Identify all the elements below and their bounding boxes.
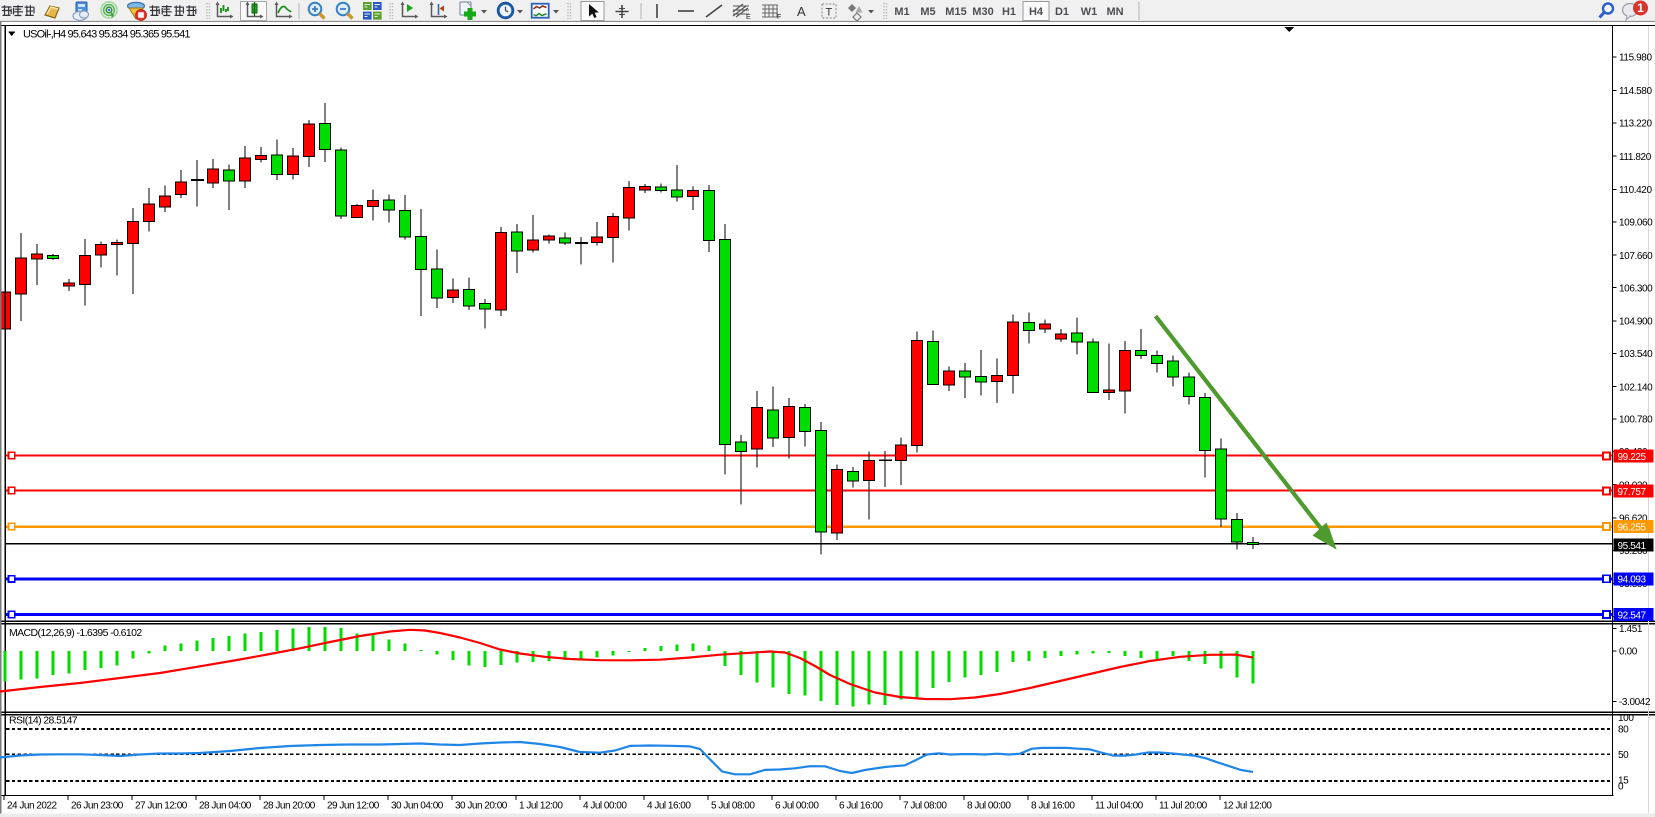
- svg-text:96.255: 96.255: [1618, 522, 1647, 533]
- svg-text:T: T: [826, 7, 833, 19]
- svg-text:111.820: 111.820: [1619, 152, 1652, 163]
- svg-text:115.980: 115.980: [1619, 53, 1652, 64]
- svg-text:7 Jul 08:00: 7 Jul 08:00: [903, 801, 947, 812]
- svg-text:-3.0042: -3.0042: [1619, 697, 1651, 708]
- svg-text:M15: M15: [945, 6, 966, 18]
- svg-text:RSI(14) 28.5147: RSI(14) 28.5147: [9, 715, 78, 727]
- svg-text:110.420: 110.420: [1619, 185, 1652, 196]
- svg-text:28 Jun 04:00: 28 Jun 04:00: [199, 801, 252, 812]
- svg-text:29 Jun 12:00: 29 Jun 12:00: [327, 801, 380, 812]
- svg-text:27 Jun 12:00: 27 Jun 12:00: [135, 801, 188, 812]
- svg-text:95.541: 95.541: [1618, 541, 1647, 552]
- svg-text:11 Jul 20:00: 11 Jul 20:00: [1159, 801, 1208, 812]
- svg-text:MACD(12,26,9) -1.6395 -0.6102: MACD(12,26,9) -1.6395 -0.6102: [9, 627, 142, 639]
- svg-text:50: 50: [1618, 750, 1629, 761]
- svg-text:92.547: 92.547: [1618, 610, 1647, 621]
- svg-text:30 Jun 04:00: 30 Jun 04:00: [391, 801, 444, 812]
- svg-text:0: 0: [1618, 782, 1624, 793]
- svg-text:4 Jul 16:00: 4 Jul 16:00: [647, 801, 691, 812]
- svg-text:80: 80: [1618, 725, 1629, 736]
- svg-text:99.225: 99.225: [1618, 452, 1647, 463]
- svg-text:107.660: 107.660: [1619, 251, 1653, 262]
- svg-text:102.140: 102.140: [1619, 382, 1653, 393]
- svg-text:D1: D1: [1055, 6, 1069, 18]
- svg-text:109.060: 109.060: [1619, 218, 1653, 229]
- svg-text:103.540: 103.540: [1619, 349, 1653, 360]
- svg-text:M1: M1: [894, 6, 909, 18]
- svg-text:104.900: 104.900: [1619, 317, 1653, 328]
- svg-text:H1: H1: [1002, 6, 1016, 18]
- svg-text:W1: W1: [1081, 6, 1098, 18]
- svg-text:1: 1: [1637, 1, 1644, 15]
- svg-text:106.300: 106.300: [1619, 283, 1653, 294]
- svg-text:28 Jun 20:00: 28 Jun 20:00: [263, 801, 316, 812]
- svg-text:5 Jul 08:00: 5 Jul 08:00: [711, 801, 755, 812]
- svg-text:8 Jul 00:00: 8 Jul 00:00: [967, 801, 1011, 812]
- svg-text:E: E: [746, 14, 751, 21]
- svg-text:M5: M5: [920, 6, 935, 18]
- svg-text:26 Jun 23:00: 26 Jun 23:00: [71, 801, 124, 812]
- svg-text:11 Jul 04:00: 11 Jul 04:00: [1095, 801, 1144, 812]
- svg-text:114.580: 114.580: [1619, 86, 1652, 97]
- svg-text:M30: M30: [972, 6, 993, 18]
- svg-text:F: F: [777, 14, 781, 21]
- svg-text:6 Jul 00:00: 6 Jul 00:00: [775, 801, 819, 812]
- svg-text:15: 15: [1618, 776, 1629, 787]
- svg-text:96.620: 96.620: [1619, 514, 1648, 525]
- svg-text:1.451: 1.451: [1619, 624, 1643, 635]
- svg-text:24 Jun 2022: 24 Jun 2022: [7, 801, 57, 812]
- svg-text:95.260: 95.260: [1619, 546, 1648, 557]
- svg-text:A: A: [797, 4, 806, 19]
- svg-text:H4: H4: [1029, 6, 1044, 18]
- svg-text:0.00: 0.00: [1619, 647, 1638, 658]
- svg-text:USOil-,H4 95.643 95.834 95.36: USOil-,H4 95.643 95.834 95.365 95.541: [23, 29, 190, 41]
- svg-text:MN: MN: [1106, 6, 1123, 18]
- svg-text:100.780: 100.780: [1619, 415, 1653, 426]
- svg-text:97.757: 97.757: [1618, 487, 1647, 498]
- svg-text:30 Jun 20:00: 30 Jun 20:00: [455, 801, 508, 812]
- svg-text:12 Jul 12:00: 12 Jul 12:00: [1223, 801, 1272, 812]
- svg-text:6 Jul 16:00: 6 Jul 16:00: [839, 801, 883, 812]
- svg-text:100: 100: [1618, 713, 1634, 724]
- svg-text:8 Jul 16:00: 8 Jul 16:00: [1031, 801, 1075, 812]
- svg-text:113.220: 113.220: [1619, 119, 1652, 130]
- svg-text:94.093: 94.093: [1618, 575, 1647, 586]
- svg-text:4 Jul 00:00: 4 Jul 00:00: [583, 801, 627, 812]
- svg-text:1 Jul 12:00: 1 Jul 12:00: [519, 801, 563, 812]
